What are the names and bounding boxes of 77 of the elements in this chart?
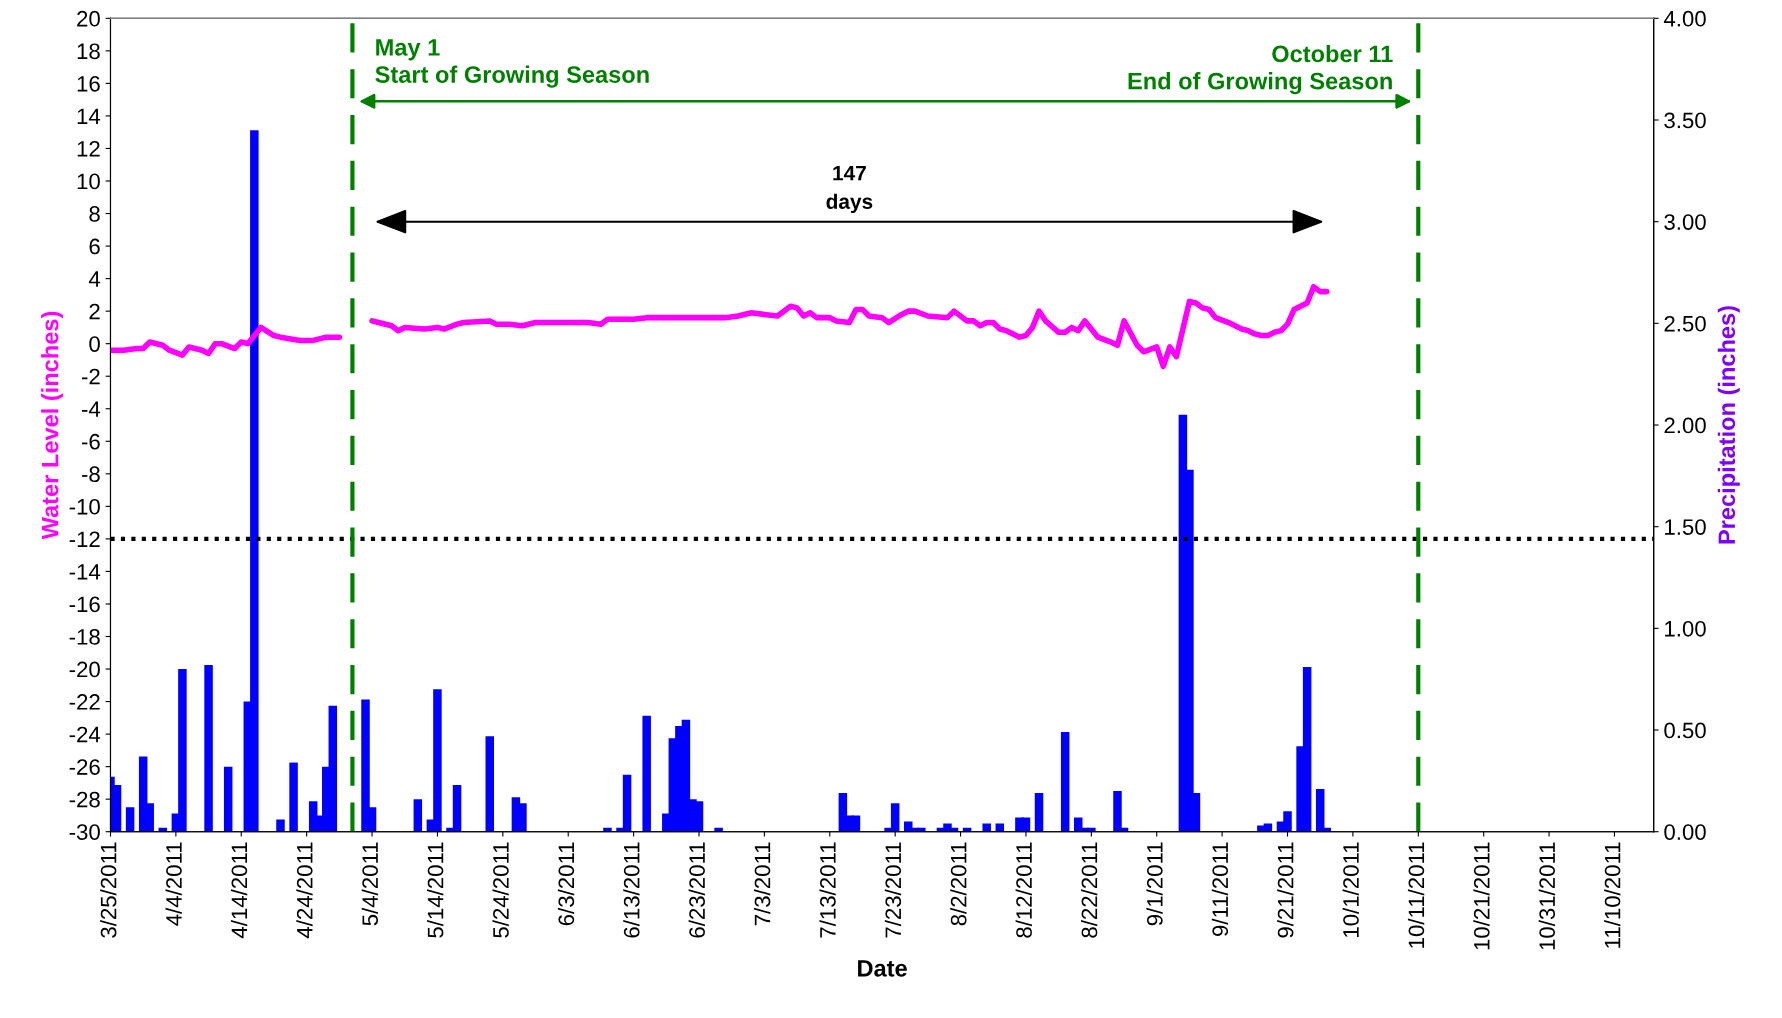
y-tick-label: -14	[69, 564, 101, 580]
y-tick-label: 2	[89, 303, 100, 320]
x-tick-label: 4/24/2011	[296, 842, 313, 939]
y-tick-label: -8	[81, 466, 100, 483]
x-tick-label: 10/31/2011	[1538, 842, 1556, 950]
x-tick-label: 10/21/2011	[1473, 842, 1490, 950]
y2-tick-label: 4.00	[1663, 10, 1706, 27]
bar	[125, 807, 135, 832]
x-tick-label: 5/4/2011	[361, 842, 379, 926]
x-tick-label: 8/2/2011	[950, 842, 967, 926]
y-tick-label: -10	[69, 498, 100, 515]
y-tick-label: 20	[77, 10, 100, 27]
x-tick-label: 4/4/2011	[165, 842, 182, 926]
annotation: October 11 End of Growing Season	[1128, 44, 1393, 95]
x-tick-label: 8/22/2011	[1080, 842, 1098, 938]
y-tick-label: 0	[89, 336, 100, 352]
y2-tick-label: 2.50	[1664, 315, 1706, 332]
y-tick-label: 8	[89, 206, 100, 222]
bar	[223, 766, 233, 832]
y2-tick-label: 0.00	[1664, 824, 1706, 840]
x-tick-label: 7/3/2011	[754, 842, 771, 926]
bar	[1074, 817, 1083, 832]
x-tick-label: 5/14/2011	[427, 842, 444, 938]
x-tick-label: 9/1/2011	[1146, 842, 1163, 926]
y-tick-label: 6	[89, 238, 100, 255]
y-tick-label: 16	[77, 75, 100, 92]
y-tick-label: -20	[69, 661, 100, 678]
annotation: 147 days	[826, 165, 873, 214]
bar	[642, 715, 651, 832]
y-tick-label: 18	[77, 43, 100, 60]
y2-tick-label: 1.00	[1665, 620, 1706, 637]
y-axis-title: Water Level (inches)	[41, 311, 64, 540]
x-tick-label: 9/21/2011	[1277, 842, 1294, 938]
y2-tick-label: 3.00	[1664, 214, 1706, 230]
bar	[1060, 732, 1070, 832]
bar	[276, 819, 285, 832]
bar	[485, 736, 494, 832]
y-tick-label: -24	[69, 726, 101, 743]
y2-tick-label: 3.50	[1664, 112, 1706, 129]
bar	[289, 762, 298, 832]
x-tick-label: 3/25/2011	[100, 842, 117, 938]
x-tick-label: 7/23/2011	[884, 842, 902, 938]
y-tick-label: 12	[77, 141, 100, 157]
x-tick-label: 11/10/2011	[1604, 842, 1621, 948]
y-tick-label: -2	[81, 368, 100, 385]
x-tick-label: 7/13/2011	[819, 842, 836, 938]
y-tick-label: -28	[69, 791, 100, 808]
y2-tick-label: 1.50	[1665, 519, 1706, 535]
y2-tick-label: 0.50	[1664, 722, 1706, 739]
x-tick-label: 4/14/2011	[230, 842, 248, 939]
y-tick-label: -4	[81, 401, 101, 417]
y-tick-label: -6	[81, 433, 100, 450]
y2-tick-label: 2.00	[1664, 417, 1706, 434]
y2-axis-title: Precipitation (inches)	[1717, 306, 1740, 544]
y-tick-label: -26	[69, 759, 100, 775]
x-axis-title: Date	[858, 960, 907, 977]
y-tick-label: 14	[77, 108, 101, 124]
x-tick-label: 6/3/2011	[557, 842, 575, 926]
x-tick-label: 9/11/2011	[1211, 842, 1229, 936]
bar	[982, 823, 991, 832]
x-tick-label: 10/1/2011	[1342, 842, 1359, 937]
y-tick-label: -22	[69, 694, 100, 710]
x-tick-label: 5/24/2011	[492, 842, 509, 938]
annotation: May 1 Start of Growing Season	[375, 39, 649, 88]
y-tick-label: -18	[69, 629, 100, 645]
bar	[204, 664, 213, 832]
y-tick-label: 10	[77, 173, 100, 190]
x-tick-label: 10/11/2011	[1407, 842, 1425, 948]
y-tick-label: -30	[69, 824, 100, 840]
x-tick-label: 8/12/2011	[1015, 842, 1032, 938]
x-tick-label: 6/23/2011	[688, 842, 705, 938]
bar	[413, 799, 423, 832]
y-tick-label: -16	[69, 596, 100, 613]
y-tick-label: -12	[69, 531, 100, 547]
y-tick-label: 4	[88, 271, 101, 287]
x-tick-label: 6/13/2011	[623, 842, 640, 938]
bar	[1034, 793, 1044, 832]
